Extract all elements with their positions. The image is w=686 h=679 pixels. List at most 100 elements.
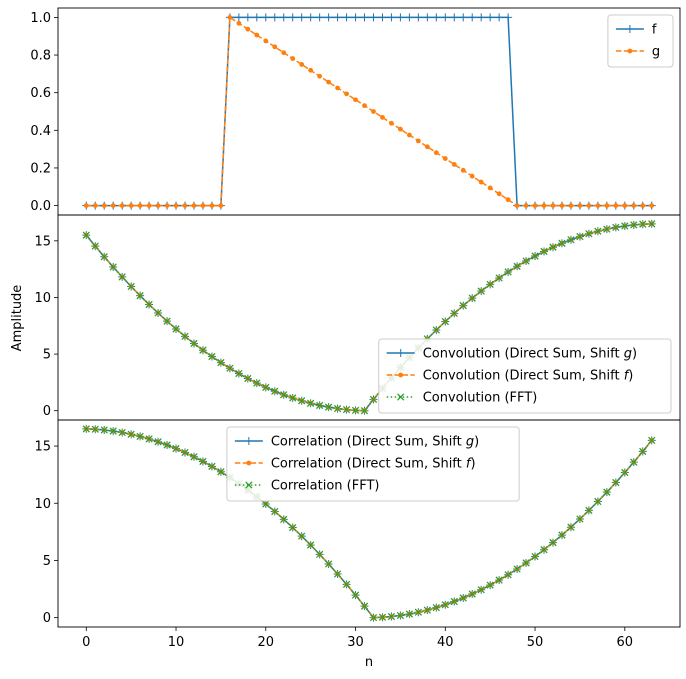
series-line-g	[86, 16, 652, 207]
data-point	[82, 425, 90, 433]
data-point	[558, 531, 566, 539]
data-point	[460, 167, 466, 173]
data-point	[127, 282, 135, 291]
data-point	[290, 56, 296, 61]
y-tick-label: 15	[34, 440, 51, 455]
x-tick-label: 30	[347, 635, 364, 650]
data-point	[414, 13, 423, 22]
data-point	[371, 109, 376, 114]
data-point	[308, 67, 314, 73]
data-point	[146, 203, 152, 208]
data-point	[279, 13, 288, 22]
legend-box	[226, 426, 520, 502]
legend-marker	[244, 437, 253, 445]
data-point	[262, 383, 270, 392]
data-point	[477, 586, 485, 594]
data-point	[639, 447, 647, 456]
data-point	[118, 273, 126, 281]
legend-label-corr_direct_f: Correlation (Direct Sum, Shift f)	[271, 457, 476, 472]
data-point	[362, 103, 367, 109]
data-point	[109, 427, 117, 435]
data-point	[306, 13, 315, 22]
data-point	[254, 32, 260, 38]
data-point	[163, 317, 171, 325]
legend-box	[378, 338, 672, 414]
data-point	[389, 120, 394, 126]
data-point	[288, 13, 297, 22]
data-point	[387, 612, 396, 621]
data-point	[558, 239, 566, 247]
data-point	[405, 610, 414, 618]
data-point	[406, 132, 412, 138]
data-point	[396, 611, 405, 620]
data-point	[505, 197, 511, 203]
data-point	[344, 91, 349, 97]
data-point	[145, 300, 153, 309]
data-point	[378, 613, 387, 621]
data-point	[298, 397, 306, 405]
data-point	[91, 242, 99, 250]
data-point	[450, 597, 458, 606]
data-point	[513, 565, 521, 573]
data-point	[424, 144, 430, 150]
data-point	[342, 405, 351, 414]
data-point	[432, 13, 441, 22]
data-point	[118, 428, 126, 437]
data-point	[369, 395, 378, 404]
data-point	[217, 358, 225, 367]
data-point	[568, 203, 574, 208]
series-markers-g	[83, 15, 655, 208]
series-markers-conv_fft	[82, 220, 656, 415]
data-point	[110, 203, 116, 208]
data-point	[218, 203, 224, 208]
data-point	[378, 13, 387, 22]
x-tick-label: 20	[258, 635, 275, 650]
data-point	[100, 253, 108, 261]
legend-marker	[627, 48, 633, 54]
data-point	[342, 580, 351, 589]
data-point	[109, 263, 117, 271]
data-point	[549, 538, 557, 547]
x-tick-label: 0	[82, 635, 90, 650]
data-point	[468, 294, 476, 302]
data-point	[442, 156, 448, 161]
legend-label-corr_fft: Correlation (FFT)	[271, 479, 380, 494]
data-point	[199, 346, 207, 354]
data-point	[514, 203, 520, 208]
data-point	[486, 13, 495, 22]
data-point	[487, 185, 493, 191]
data-point	[423, 606, 432, 614]
data-point	[432, 603, 440, 612]
data-point	[451, 162, 457, 167]
data-point	[82, 231, 90, 239]
y-tick-label: 10	[34, 497, 51, 512]
data-point	[208, 352, 216, 361]
data-point	[640, 203, 646, 208]
data-point	[342, 13, 351, 22]
y-tick-label: 10	[34, 291, 51, 306]
data-point	[91, 425, 99, 433]
data-point	[504, 571, 512, 579]
data-point	[630, 458, 638, 466]
legend: Correlation (Direct Sum, Shift g) Correla…	[226, 426, 520, 502]
legend-marker	[398, 372, 404, 378]
data-point	[531, 252, 539, 260]
data-point	[441, 13, 450, 22]
data-point	[604, 203, 610, 208]
data-point	[576, 515, 584, 523]
series-line-corr_fft	[86, 428, 653, 619]
data-point	[163, 441, 171, 449]
data-point	[523, 203, 529, 208]
data-point	[182, 203, 188, 208]
data-point	[173, 203, 179, 208]
legend-label-g: g	[652, 45, 660, 60]
data-point	[190, 339, 198, 348]
legend: Convolution (Direct Sum, Shift g) Convolu…	[378, 338, 672, 414]
data-point	[567, 523, 575, 531]
data-point	[252, 13, 261, 22]
data-point	[353, 97, 358, 103]
data-point	[631, 203, 637, 208]
legend-marker	[397, 393, 405, 401]
data-point	[459, 13, 468, 22]
